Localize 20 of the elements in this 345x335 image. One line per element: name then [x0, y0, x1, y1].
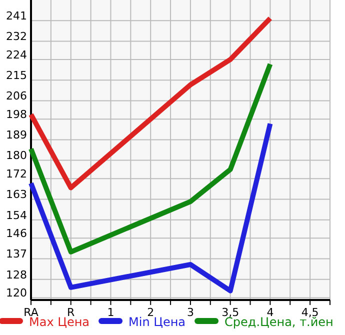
y-tick-label: 232 — [6, 30, 27, 44]
y-tick-label: 198 — [6, 108, 27, 121]
y-tick-label: 180 — [6, 149, 27, 162]
y-tick-label: 146 — [6, 227, 27, 240]
y-tick-label: 154 — [6, 208, 27, 222]
x-tick-label: 3,5 — [222, 306, 240, 319]
x-tick-label: 1 — [107, 306, 114, 319]
y-tick-label: 137 — [6, 248, 27, 261]
x-tick-label: 4 — [266, 306, 274, 319]
y-tick-label: 206 — [6, 90, 27, 103]
y-tick-label: 189 — [6, 128, 27, 142]
y-tick-label: 241 — [6, 10, 27, 23]
y-tick-label: 163 — [6, 188, 27, 202]
x-tick-label: 4,5 — [301, 306, 319, 319]
y-tick-label: 172 — [6, 168, 27, 181]
y-tick-label: 215 — [6, 69, 27, 82]
y-tick-label: 224 — [6, 48, 27, 62]
y-tick-label: 120 — [6, 286, 27, 300]
y-tick-label: 128 — [6, 268, 27, 282]
x-tick-label: 3 — [186, 306, 194, 319]
